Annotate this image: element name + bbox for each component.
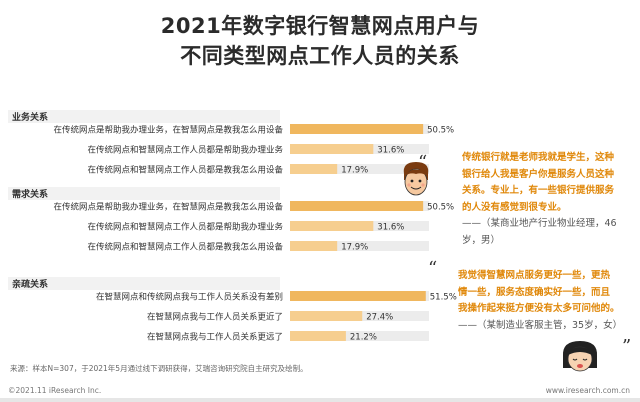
- copyright: ©2021.11 iResearch Inc.: [8, 386, 102, 395]
- page-title: 2021年数字银行智慧网点用户与: [160, 14, 480, 38]
- page-subtitle: 不同类型网点工作人员的关系: [180, 44, 460, 68]
- bar: [290, 201, 424, 211]
- data-label: 31.6%: [377, 223, 404, 233]
- data-label: 31.6%: [377, 146, 404, 156]
- tick-label: 在传统网点和智慧网点工作人员都是教我怎么用设备: [87, 165, 283, 176]
- bar-track: [290, 164, 429, 174]
- bar: [290, 291, 426, 301]
- data-label: 21.2%: [350, 333, 377, 343]
- bar: [290, 221, 374, 231]
- bar: [290, 331, 346, 341]
- quote-open-mark: “: [428, 258, 438, 279]
- bar: [290, 241, 338, 251]
- tick-label: 在传统网点和智慧网点工作人员都是教我怎么用设备: [87, 242, 283, 253]
- bar: [290, 164, 338, 174]
- bar-track: [290, 331, 429, 341]
- quote-1-line: 关系。专业上，有一些银行提供服务: [462, 185, 615, 196]
- data-label: 17.9%: [341, 166, 368, 176]
- group-label: 亲疏关系: [12, 278, 48, 290]
- bar: [290, 144, 374, 154]
- quote-1: 传统银行就是老师我就是学生，这种 银行给人我是客户你是服务人员这种 关系。专业上…: [462, 150, 617, 249]
- group-label: 业务关系: [12, 111, 48, 123]
- quote-2-line: 情一些，服务态度确实好一些，而且: [458, 286, 611, 298]
- bar-track: [290, 241, 429, 251]
- quote-close-mark: ”: [622, 336, 632, 357]
- bottom-bar: [0, 398, 640, 402]
- bar: [290, 311, 363, 321]
- male-avatar-icon: [403, 162, 429, 196]
- bar: [290, 124, 424, 134]
- quote-1-line: 银行给人我是客户你是服务人员这种: [462, 168, 615, 180]
- quote-open-mark: “: [418, 152, 428, 173]
- tick-label: 在传统网点是帮助我办理业务，在智慧网点是教我怎么用设备: [53, 125, 283, 136]
- quote-2-line: 我觉得智慧网点服务更好一些，更热: [458, 270, 611, 281]
- data-label: 27.4%: [366, 313, 393, 323]
- quote-1-line: 的人没有感觉到很专业。: [462, 201, 567, 213]
- data-label: 50.5%: [427, 203, 454, 213]
- tick-label: 在传统网点和智慧网点工作人员都是帮助我办理业务: [87, 222, 283, 233]
- data-label: 51.5%: [430, 293, 457, 303]
- quote-2: 我觉得智慧网点服务更好一些，更热 情一些，服务态度确实好一些，而且 我操作起来挺…: [458, 268, 622, 334]
- quote-2-source: ——（某制造业客服主管，35岁，女）: [458, 319, 623, 331]
- quote-1-source: ——（某商业地产行业物业经理，46: [462, 218, 617, 229]
- data-label: 17.9%: [341, 243, 368, 253]
- quote-1-line: 传统银行就是老师我就是学生，这种: [462, 152, 615, 163]
- tick-label: 在智慧网点和传统网点我与工作人员关系没有差别: [96, 292, 283, 303]
- female-avatar-icon: [562, 341, 598, 372]
- quote-2-line: 我操作起来挺方便没有太多可问他的。: [458, 303, 620, 314]
- data-label: 50.5%: [427, 126, 454, 136]
- group-band: [8, 110, 280, 123]
- quote-1-source: 岁，男）: [462, 234, 501, 246]
- site-url: www.iresearch.com.cn: [545, 386, 630, 395]
- source-note: 来源：样本N=307，于2021年5月通过线下调研获得，艾瑞咨询研究院自主研究及…: [10, 364, 308, 373]
- tick-label: 在传统网点是帮助我办理业务，在智慧网点是教我怎么用设备: [53, 202, 283, 213]
- group-band: [8, 277, 280, 290]
- tick-label: 在智慧网点我与工作人员关系更远了: [147, 332, 283, 343]
- group-label: 需求关系: [12, 188, 48, 200]
- group-band: [8, 187, 280, 200]
- tick-label: 在智慧网点我与工作人员关系更近了: [147, 312, 283, 323]
- tick-label: 在传统网点和智慧网点工作人员都是帮助我办理业务: [87, 145, 283, 156]
